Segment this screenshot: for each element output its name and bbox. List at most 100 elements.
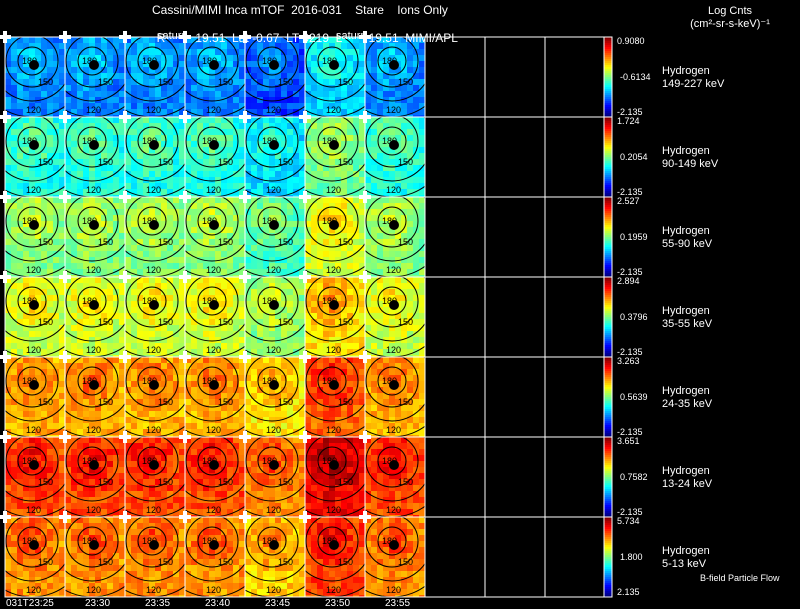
contour-label: 120 <box>26 585 41 595</box>
contour-label: 120 <box>326 505 341 515</box>
image-cell <box>365 197 425 277</box>
colorbar-segment <box>604 385 612 388</box>
image-cell <box>245 517 305 597</box>
colorbar-segment <box>604 233 612 236</box>
contour-label: 120 <box>26 185 41 195</box>
image-cell <box>365 437 425 517</box>
colorbar-segment <box>604 513 612 516</box>
contour-label: 150 <box>218 477 233 487</box>
colorbar-max: 3.651 <box>617 436 640 446</box>
colorbar-min: -2.135 <box>617 507 643 517</box>
colorbar-segment <box>604 521 612 524</box>
colorbar-segment <box>604 329 612 332</box>
contour-label: 120 <box>146 345 161 355</box>
colorbar-segment <box>604 595 612 598</box>
colorbar-segment <box>604 93 612 96</box>
colorbar-segment <box>604 349 612 352</box>
colorbar-segment <box>604 387 612 390</box>
contour-label: 120 <box>386 425 401 435</box>
contour-label: 120 <box>86 345 101 355</box>
colorbar-segment <box>604 115 612 118</box>
cell-frame <box>424 196 486 278</box>
image-cell <box>305 517 365 597</box>
contour-label: 150 <box>98 77 113 87</box>
colorbar-segment <box>604 107 612 110</box>
colorbar-segment <box>604 103 612 106</box>
colorbar-segment <box>604 417 612 420</box>
colorbar-segment <box>604 161 612 164</box>
units-line1: Log Cnts <box>707 5 753 17</box>
colorbar-segment <box>604 55 612 58</box>
colorbar-segment <box>604 499 612 502</box>
species-label: Hydrogen 149-227 keV <box>662 65 725 90</box>
colorbar-segment <box>604 381 612 384</box>
colorbar-segment <box>604 537 612 540</box>
contour-label: 120 <box>266 425 281 435</box>
colorbar-segment <box>604 497 612 500</box>
colorbar-segment <box>604 469 612 472</box>
colorbar-segment <box>604 369 612 372</box>
contour-label: 150 <box>278 237 293 247</box>
image-cell <box>65 437 125 517</box>
contour-label: 150 <box>98 157 113 167</box>
colorbar-segment <box>604 445 612 448</box>
colorbar-segment <box>604 43 612 46</box>
contour-label: 120 <box>86 425 101 435</box>
colorbar-segment <box>604 211 612 214</box>
colorbar-segment <box>604 527 612 530</box>
colorbar-segment <box>604 455 612 458</box>
contour-label: 180 <box>142 56 157 66</box>
contour-label: 150 <box>158 557 173 567</box>
cell-frame <box>484 516 546 598</box>
colorbar-segment <box>604 215 612 218</box>
colorbar-segment <box>604 175 612 178</box>
cell-frame <box>424 36 486 118</box>
colorbar-segment <box>604 581 612 584</box>
colorbar-segment <box>604 309 612 312</box>
colorbar-segment <box>604 335 612 338</box>
image-cell <box>245 277 305 357</box>
colorbar-min: 2.135 <box>617 587 640 597</box>
contour-label: 180 <box>22 56 37 66</box>
contour-label: 150 <box>398 77 413 87</box>
colorbar-segment <box>604 83 612 86</box>
colorbar-max: 0.9080 <box>617 36 645 46</box>
contour-label: 120 <box>26 265 41 275</box>
contour-label: 120 <box>26 505 41 515</box>
contour-label: 150 <box>158 157 173 167</box>
colorbar-segment <box>604 487 612 490</box>
colorbar-segment <box>604 243 612 246</box>
image-cell <box>305 437 365 517</box>
image-cell <box>65 197 125 277</box>
contour-label: 150 <box>158 77 173 87</box>
colorbar-mid: 0.5639 <box>620 392 648 402</box>
time-label: 23:35 <box>145 598 171 609</box>
colorbar-frame <box>603 516 613 598</box>
contour-label: 150 <box>218 557 233 567</box>
contour-label: 180 <box>22 456 37 466</box>
colorbar-segment <box>604 237 612 240</box>
contour-label: 150 <box>158 237 173 247</box>
colorbar-segment <box>604 173 612 176</box>
colorbar-segment <box>604 169 612 172</box>
colorbar-segment <box>604 195 612 198</box>
contour-label: 180 <box>82 456 97 466</box>
contour-label: 120 <box>206 505 221 515</box>
colorbar-segment <box>604 511 612 514</box>
colorbar-segment <box>604 523 612 526</box>
colorbar-segment <box>604 373 612 376</box>
colorbar-segment <box>604 67 612 70</box>
contour-label: 180 <box>82 56 97 66</box>
colorbar-segment <box>604 587 612 590</box>
time-label: 23:40 <box>205 598 231 609</box>
contour-label: 120 <box>206 105 221 115</box>
colorbar-segment <box>604 127 612 130</box>
plot-title: Cassini/MIMI Inca mTOF 2016-031 Stare Io… <box>152 3 448 17</box>
colorbar-segment <box>604 113 612 116</box>
colorbar-segment <box>604 193 612 196</box>
contour-label: 150 <box>398 397 413 407</box>
contour-label: 120 <box>386 105 401 115</box>
contour-label: 180 <box>142 136 157 146</box>
colorbar-segment <box>604 307 612 310</box>
contour-label: 150 <box>38 557 53 567</box>
